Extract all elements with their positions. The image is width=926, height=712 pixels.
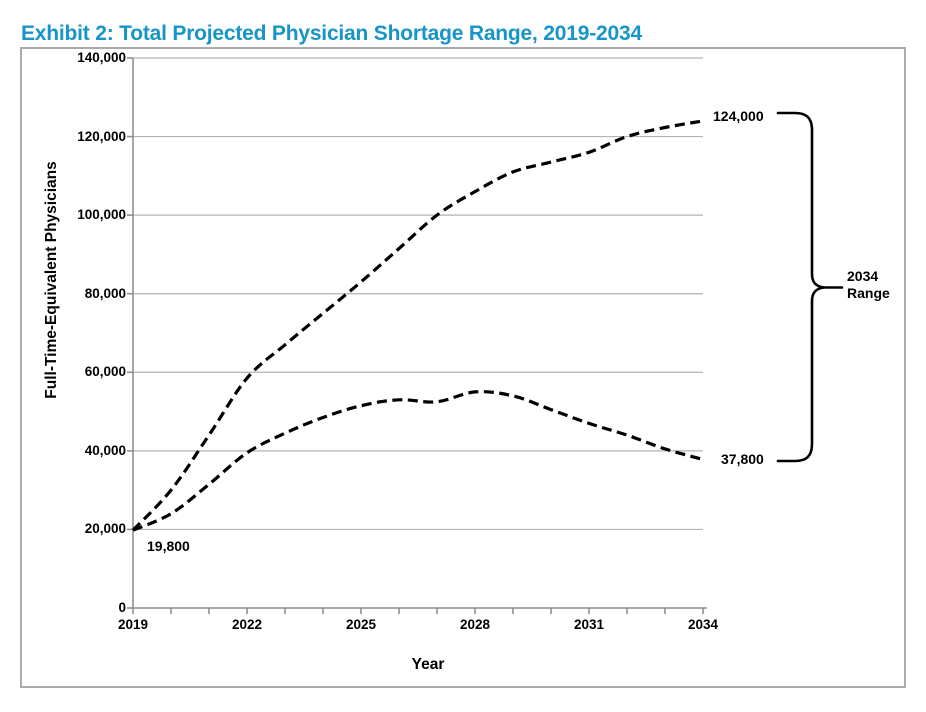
lower-end-value-label: 37,800 — [721, 451, 764, 467]
upper-end-value-label: 124,000 — [713, 108, 764, 124]
y-tick-label: 100,000 — [77, 207, 126, 223]
y-axis-title: Full-Time-Equivalent Physicians — [43, 161, 60, 399]
x-tick-label: 2025 — [345, 617, 377, 632]
chart-title: Exhibit 2: Total Projected Physician Sho… — [21, 22, 642, 45]
y-tick-label: 140,000 — [77, 50, 126, 65]
y-tick-label: 60,000 — [84, 364, 126, 380]
upper-bound-curve — [131, 119, 704, 532]
y-tick-label: 40,000 — [84, 442, 126, 458]
x-tick-label: 2022 — [231, 617, 263, 632]
y-tick-label: 120,000 — [77, 128, 126, 144]
x-tick-label: 2034 — [687, 617, 719, 632]
range-label: 2034 Range — [847, 268, 890, 301]
start-value-label: 19,800 — [147, 538, 190, 554]
y-tick-label: 20,000 — [84, 521, 126, 537]
x-tick-label: 2028 — [459, 617, 491, 632]
x-tick-label: 2031 — [573, 617, 605, 632]
figure-border-box — [20, 47, 906, 688]
y-tick-label: 0 — [118, 600, 126, 615]
range-label-line1: 2034 — [847, 268, 879, 284]
lower-bound-curve — [132, 390, 704, 532]
y-tick-label: 80,000 — [84, 285, 126, 301]
range-brace — [776, 111, 826, 463]
x-axis-title: Year — [411, 656, 445, 673]
range-label-line2: Range — [847, 284, 890, 301]
x-tick-label: 2019 — [117, 617, 149, 632]
